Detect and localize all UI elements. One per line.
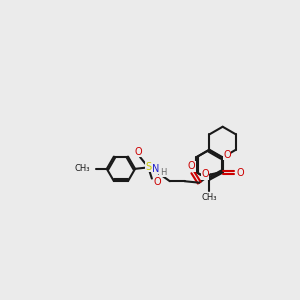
Text: N: N — [152, 164, 160, 173]
Text: CH₃: CH₃ — [201, 193, 217, 202]
Text: H: H — [160, 168, 166, 177]
Text: O: O — [153, 176, 161, 187]
Text: O: O — [236, 168, 244, 178]
Text: CH₃: CH₃ — [74, 164, 90, 173]
Text: O: O — [135, 147, 142, 157]
Text: S: S — [145, 162, 152, 172]
Text: O: O — [223, 150, 231, 160]
Text: O: O — [188, 161, 195, 172]
Text: O: O — [201, 169, 209, 179]
